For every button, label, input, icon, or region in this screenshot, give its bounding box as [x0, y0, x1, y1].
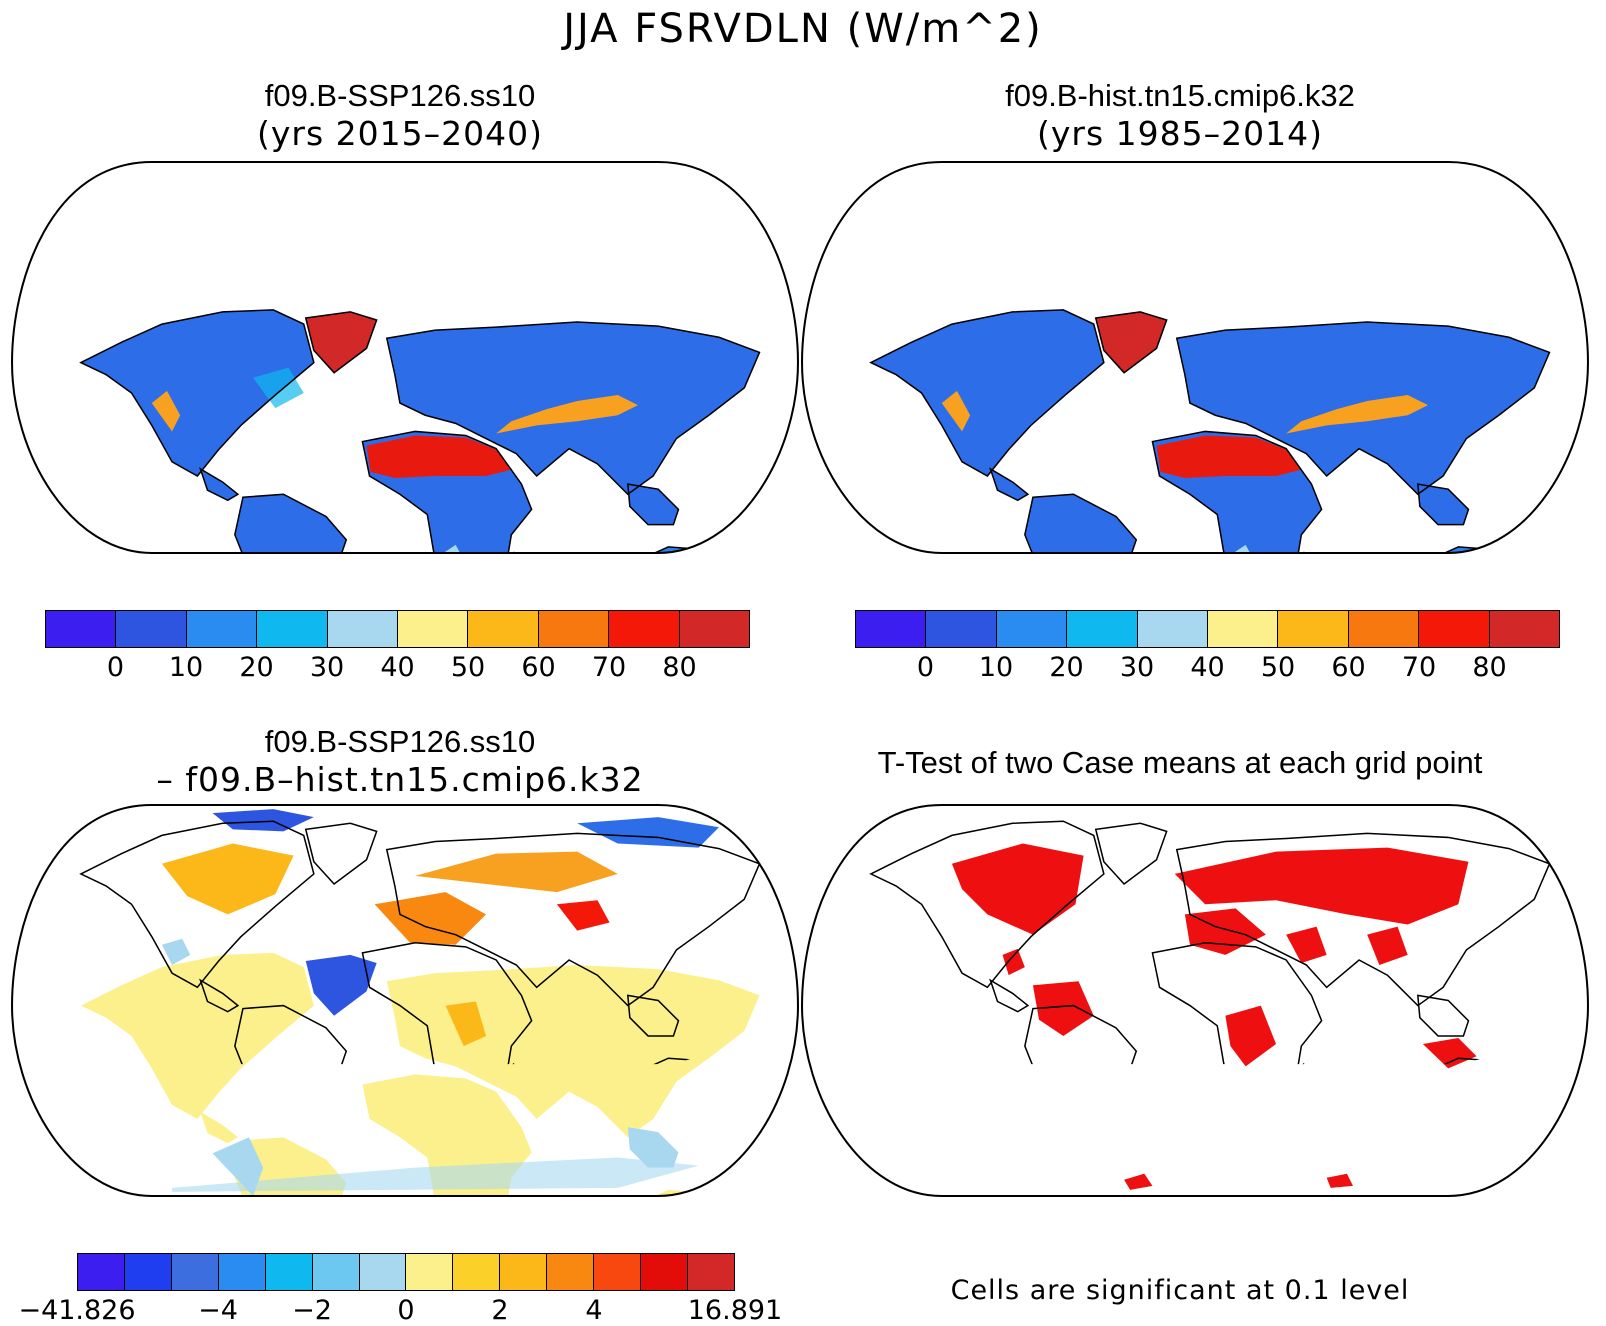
- colorbar-tick-label: 10: [978, 652, 1014, 683]
- panel-title-bottom-right: T-Test of two Case means at each grid po…: [877, 745, 1483, 780]
- colorbar-tick-label: 20: [1049, 652, 1084, 683]
- colorbar-cell: [1419, 611, 1490, 647]
- colorbar-cell: [1208, 611, 1279, 647]
- map-bottom-left: [11, 804, 799, 1197]
- colorbar-tick-label: 20: [239, 652, 274, 683]
- colorbar-bottom-left: [77, 1253, 735, 1291]
- colorbar-cell: [186, 611, 258, 647]
- colorbar-cell: [687, 1254, 734, 1290]
- colorbar-tick-label: 80: [1472, 652, 1507, 683]
- colorbar-cell: [926, 611, 997, 647]
- colorbar-tick-label: 2: [491, 1295, 509, 1326]
- map-top-left: [11, 161, 799, 554]
- colorbar-cell: [398, 611, 469, 647]
- colorbar-tick-label: −4: [198, 1295, 238, 1326]
- colorbar-cell: [594, 1254, 642, 1290]
- panel-subtitle-top-left: (yrs 2015–2040): [257, 114, 543, 153]
- colorbar-tick-label: 0: [916, 652, 935, 683]
- map-top-right: [801, 161, 1589, 554]
- colorbar-tick-label: 16.891: [687, 1295, 783, 1326]
- colorbar-top-right: [855, 610, 1560, 648]
- colorbar-tick-label: 10: [168, 652, 204, 683]
- panel-title-bottom-left: f09.B-SSP126.ss10: [264, 724, 536, 759]
- colorbar-tick-label: 40: [380, 652, 415, 683]
- colorbar-cell: [856, 611, 927, 647]
- colorbar-tick-label: −41.826: [18, 1295, 136, 1326]
- colorbar-tick-label: 50: [1260, 652, 1296, 683]
- colorbar-cell: [609, 611, 680, 647]
- colorbar-cell: [996, 611, 1068, 647]
- colorbar-cell: [359, 1254, 407, 1290]
- colorbar-cell: [1067, 611, 1138, 647]
- panel-title-top-left: f09.B-SSP126.ss10: [264, 78, 536, 113]
- colorbar-tick-label: 40: [1190, 652, 1225, 683]
- colorbar-cell: [78, 1254, 125, 1290]
- significance-note: Cells are significant at 0.1 level: [950, 1275, 1410, 1306]
- colorbar-cell: [1348, 611, 1420, 647]
- panel-subtitle-top-right: (yrs 1985–2014): [1037, 114, 1323, 153]
- colorbar-cell: [468, 611, 539, 647]
- colorbar-tick-label: 4: [585, 1295, 603, 1326]
- map-bottom-right: [801, 804, 1589, 1197]
- colorbar-tick-label: 70: [591, 652, 627, 683]
- colorbar-tick-label: 70: [1401, 652, 1437, 683]
- colorbar-tick-label: 30: [1119, 652, 1155, 683]
- colorbar-cell: [1278, 611, 1349, 647]
- colorbar-cell: [218, 1254, 266, 1290]
- figure-title: JJA FSRVDLN (W/m^2): [563, 6, 1043, 52]
- colorbar-tick-label: 80: [662, 652, 697, 683]
- colorbar-tick-label: 60: [1331, 652, 1366, 683]
- colorbar-cell: [327, 611, 399, 647]
- colorbar-cell: [1137, 611, 1209, 647]
- colorbar-tick-label: −2: [292, 1295, 332, 1326]
- colorbar-cell: [124, 1254, 172, 1290]
- colorbar-cell: [257, 611, 328, 647]
- colorbar-tick-label: 50: [450, 652, 486, 683]
- colorbar-cell: [500, 1254, 548, 1290]
- colorbar-cell: [538, 611, 610, 647]
- colorbar-cell: [116, 611, 187, 647]
- colorbar-tick-label: 30: [309, 652, 345, 683]
- colorbar-cell: [453, 1254, 501, 1290]
- colorbar-cell: [406, 1254, 454, 1290]
- panel-title-top-right: f09.B-hist.tn15.cmip6.k32: [1005, 78, 1355, 113]
- colorbar-cell: [1489, 611, 1560, 647]
- colorbar-cell: [547, 1254, 595, 1290]
- colorbar-tick-label: 0: [397, 1295, 415, 1326]
- colorbar-tick-label: 0: [106, 652, 125, 683]
- colorbar-cell: [312, 1254, 360, 1290]
- panel-subtitle-bottom-left: – f09.B–hist.tn15.cmip6.k32: [156, 760, 644, 799]
- colorbar-cell: [265, 1254, 313, 1290]
- colorbar-cell: [46, 611, 117, 647]
- colorbar-tick-label: 60: [521, 652, 556, 683]
- colorbar-cell: [679, 611, 750, 647]
- colorbar-cell: [171, 1254, 219, 1290]
- colorbar-top-left: [45, 610, 750, 648]
- colorbar-cell: [641, 1254, 688, 1290]
